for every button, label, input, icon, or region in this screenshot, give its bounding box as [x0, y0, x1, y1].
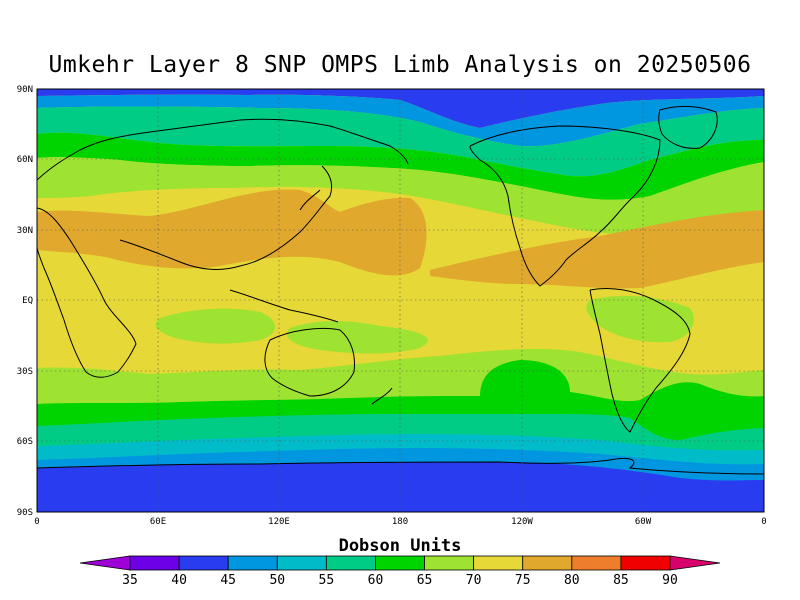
- colorbar: 35 40 45 50 55 60 65 70 75 80 85 90: [79, 555, 721, 588]
- colorbar-level-label: 50: [269, 573, 285, 588]
- field-north-cap: [37, 89, 764, 128]
- colorbar-swatch: [178, 555, 229, 571]
- colorbar-level-label: 75: [515, 573, 531, 588]
- colorbar-swatch: [375, 555, 425, 571]
- colorbar-swatch: [424, 555, 475, 571]
- colorbar-swatch: [620, 555, 671, 571]
- coastlines: [37, 105, 764, 475]
- coast-new-zealand: [371, 387, 393, 405]
- colorbar-level-label: 60: [368, 573, 384, 588]
- coast-indonesia: [229, 289, 339, 323]
- lon-label-1: 60E: [150, 517, 166, 527]
- coast-africa-eurasia: [37, 207, 137, 378]
- lat-label-6: 90S: [17, 508, 33, 518]
- colorbar-swatch: [276, 555, 327, 571]
- colorbar-level-label: 70: [466, 573, 482, 588]
- lon-label-0: 0: [34, 517, 39, 527]
- colorbar-level-label: 85: [613, 573, 629, 588]
- field-orange-asia: [37, 189, 427, 276]
- colorbar-swatch: [227, 555, 278, 571]
- graticule: [37, 89, 764, 512]
- colorbar-level-label: 90: [662, 573, 678, 588]
- field-south-cap: [37, 462, 764, 512]
- coast-greenland: [658, 105, 718, 149]
- lat-label-2: 30N: [17, 226, 33, 236]
- field-orange-atlantic: [430, 210, 764, 289]
- colorbar-level-label: 35: [122, 573, 138, 588]
- field-north-band3: [37, 132, 764, 200]
- lat-label-0: 90N: [17, 85, 33, 95]
- lat-label-1: 60N: [17, 155, 33, 165]
- colorbar-extend-low: [79, 555, 131, 571]
- map-title: Umkehr Layer 8 SNP OMPS Limb Analysis on…: [48, 52, 752, 78]
- colorbar-swatch: [473, 555, 524, 571]
- colorbar-swatch: [129, 555, 180, 571]
- lat-label-5: 60S: [17, 437, 33, 447]
- map-field: [37, 89, 764, 512]
- coast-australia: [264, 327, 355, 397]
- colorbar-level-label: 40: [171, 573, 187, 588]
- lon-label-2: 120E: [268, 517, 290, 527]
- lat-axis: 90N 60N 30N EQ 30S 60S 90S: [17, 85, 33, 518]
- field-green-indian: [155, 308, 275, 344]
- coast-europe-asia: [37, 118, 409, 181]
- colorbar-swatch: [571, 555, 622, 571]
- lon-label-3: 180: [392, 517, 408, 527]
- lon-label-4: 120W: [511, 517, 533, 527]
- field-north-band4: [37, 157, 764, 235]
- colorbar-level-label: 45: [220, 573, 236, 588]
- colorbar-extend-high: [669, 555, 721, 571]
- colorbar-swatch: [325, 555, 376, 571]
- coast-japan: [299, 189, 321, 211]
- lat-label-4: 30S: [17, 367, 33, 377]
- coast-antarctica: [37, 457, 764, 475]
- colorbar-title: Dobson Units: [338, 536, 462, 556]
- field-north-band1: [37, 94, 764, 147]
- coast-asia-south: [119, 165, 333, 270]
- colorbar-level-label: 80: [564, 573, 580, 588]
- lon-axis: 0 60E 120E 180 120W 60W 0: [34, 517, 766, 527]
- colorbar-level-label: 55: [319, 573, 335, 588]
- field-green-pacific: [286, 321, 428, 354]
- colorbar-level-label: 65: [417, 573, 433, 588]
- colorbar-swatch: [522, 555, 573, 571]
- lon-label-6: 0: [761, 517, 766, 527]
- lat-label-3: EQ: [22, 296, 33, 306]
- plot-frame: [36, 88, 765, 513]
- coast-north-america: [469, 125, 661, 287]
- lon-label-5: 60W: [635, 517, 652, 527]
